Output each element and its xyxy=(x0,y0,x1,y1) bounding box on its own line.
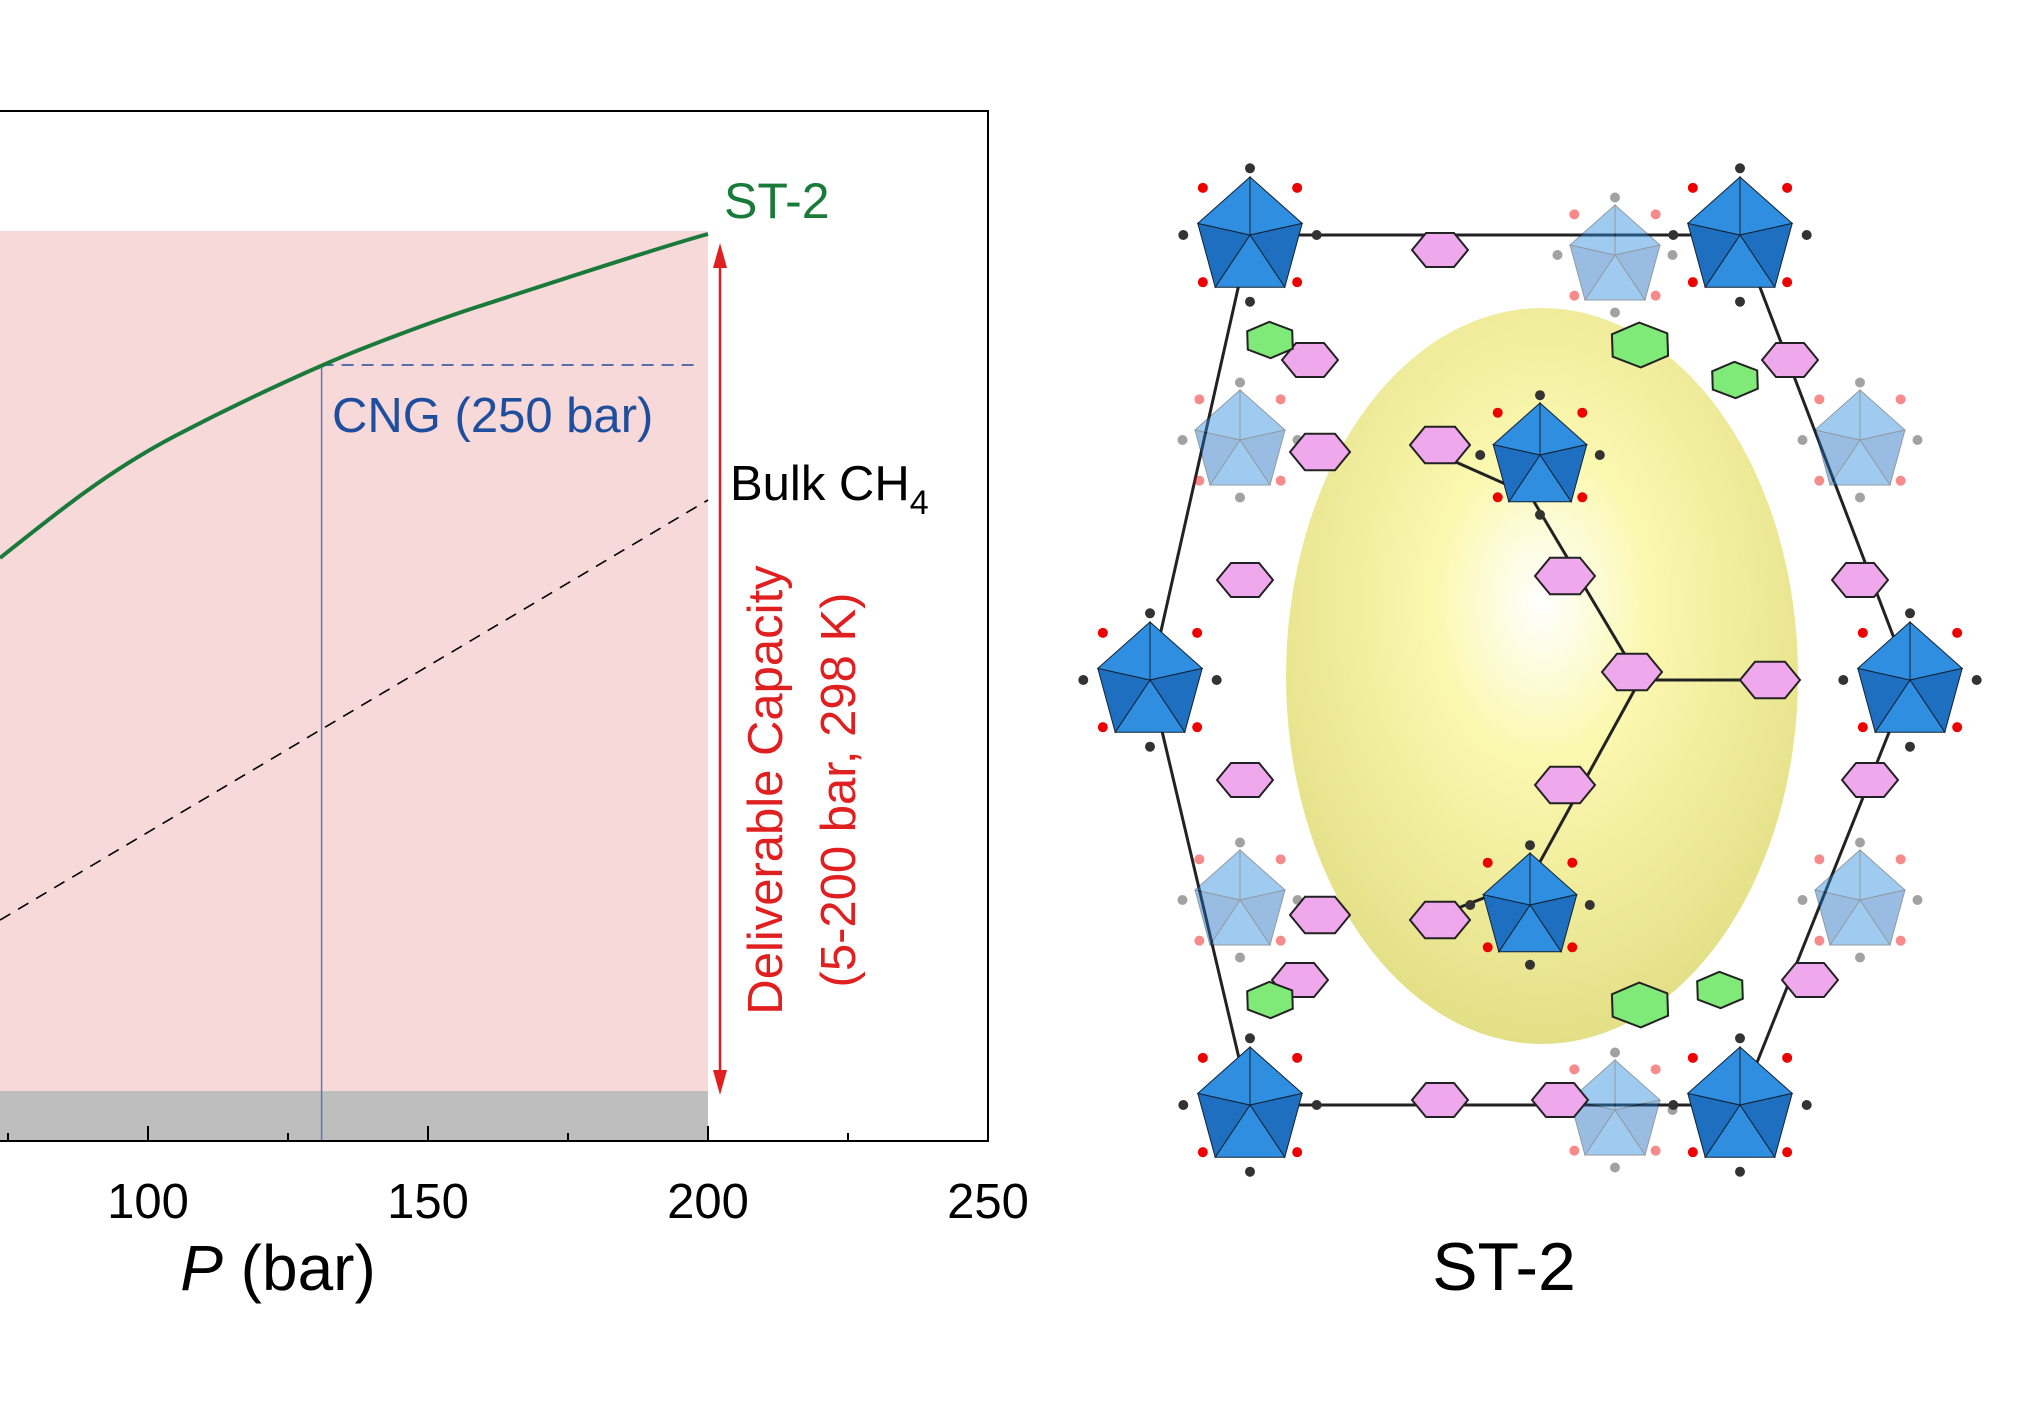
metal-cluster xyxy=(1178,163,1322,307)
plot-frame xyxy=(0,110,989,1142)
structure-label: ST-2 xyxy=(1432,1229,1576,1305)
ring xyxy=(1780,962,1840,998)
linker-bond xyxy=(1148,679,1252,1106)
ring xyxy=(1280,342,1340,378)
x-tick-label: 150 xyxy=(387,1175,469,1229)
ring xyxy=(1760,342,1820,378)
linker-bond xyxy=(1148,234,1252,681)
metal-cluster xyxy=(1177,377,1303,503)
ring xyxy=(1408,425,1472,465)
metal-cluster xyxy=(1668,1033,1812,1177)
ring xyxy=(1408,900,1472,940)
series-st2-line xyxy=(0,232,709,560)
series-label-st2: ST-2 xyxy=(724,173,830,229)
x-tick-label: 200 xyxy=(667,1175,749,1229)
ring xyxy=(1215,562,1275,598)
ring xyxy=(1533,765,1597,805)
deliverable-label-line1: Deliverable Capacity xyxy=(739,565,793,1015)
ring xyxy=(1288,432,1352,472)
deliverable-region xyxy=(0,231,708,1091)
ring xyxy=(1610,981,1670,1029)
metal-cluster xyxy=(1078,608,1222,752)
linker-bond xyxy=(1738,679,1912,1106)
ring xyxy=(1246,980,1294,1020)
ring xyxy=(1215,762,1275,798)
linker-bond xyxy=(1738,234,1912,681)
ring xyxy=(1711,360,1759,400)
ring xyxy=(1738,660,1802,700)
ring xyxy=(1410,1082,1470,1118)
framework-front xyxy=(1288,321,1802,1029)
ring xyxy=(1840,762,1900,798)
deliverable-label-line2: (5-200 bar, 298 K) xyxy=(812,593,866,988)
ring xyxy=(1600,652,1664,692)
series-bulk-ch4-line xyxy=(0,499,709,921)
cng-label: CNG (250 bar) xyxy=(332,389,653,443)
ring xyxy=(1696,970,1744,1010)
bulk-ch4-label: Bulk CH4 xyxy=(730,457,929,522)
ring xyxy=(1530,1082,1590,1118)
ring xyxy=(1246,320,1294,360)
baseline-band xyxy=(0,1091,708,1141)
x-axis-ticks: 100 150 200 250 xyxy=(7,1126,1029,1229)
ring xyxy=(1410,232,1470,268)
x-tick-label: 100 xyxy=(107,1175,189,1229)
metal-cluster xyxy=(1797,837,1923,963)
ring xyxy=(1610,321,1670,369)
metal-cluster xyxy=(1465,840,1595,970)
metal-cluster xyxy=(1475,390,1605,520)
metal-cluster xyxy=(1177,837,1303,963)
metal-cluster xyxy=(1838,608,1982,752)
x-tick-label: 250 xyxy=(947,1175,1029,1229)
st2-structure-image: ST-2 xyxy=(1078,163,1982,1305)
ring xyxy=(1533,556,1597,596)
cavity-ellipsoid xyxy=(1286,308,1798,1044)
metal-cluster xyxy=(1552,192,1678,318)
ring xyxy=(1830,562,1890,598)
x-axis-label: P (bar) xyxy=(180,1232,376,1304)
ring xyxy=(1288,895,1352,935)
metal-cluster xyxy=(1668,163,1812,307)
deliverable-arrow xyxy=(713,243,727,1095)
chart: 100 150 200 250 ST-2 CNG (250 bar) Bulk CH4… xyxy=(0,110,1029,1304)
metal-cluster xyxy=(1178,1033,1322,1177)
framework-back xyxy=(1078,163,1982,1177)
metal-cluster xyxy=(1797,377,1923,503)
